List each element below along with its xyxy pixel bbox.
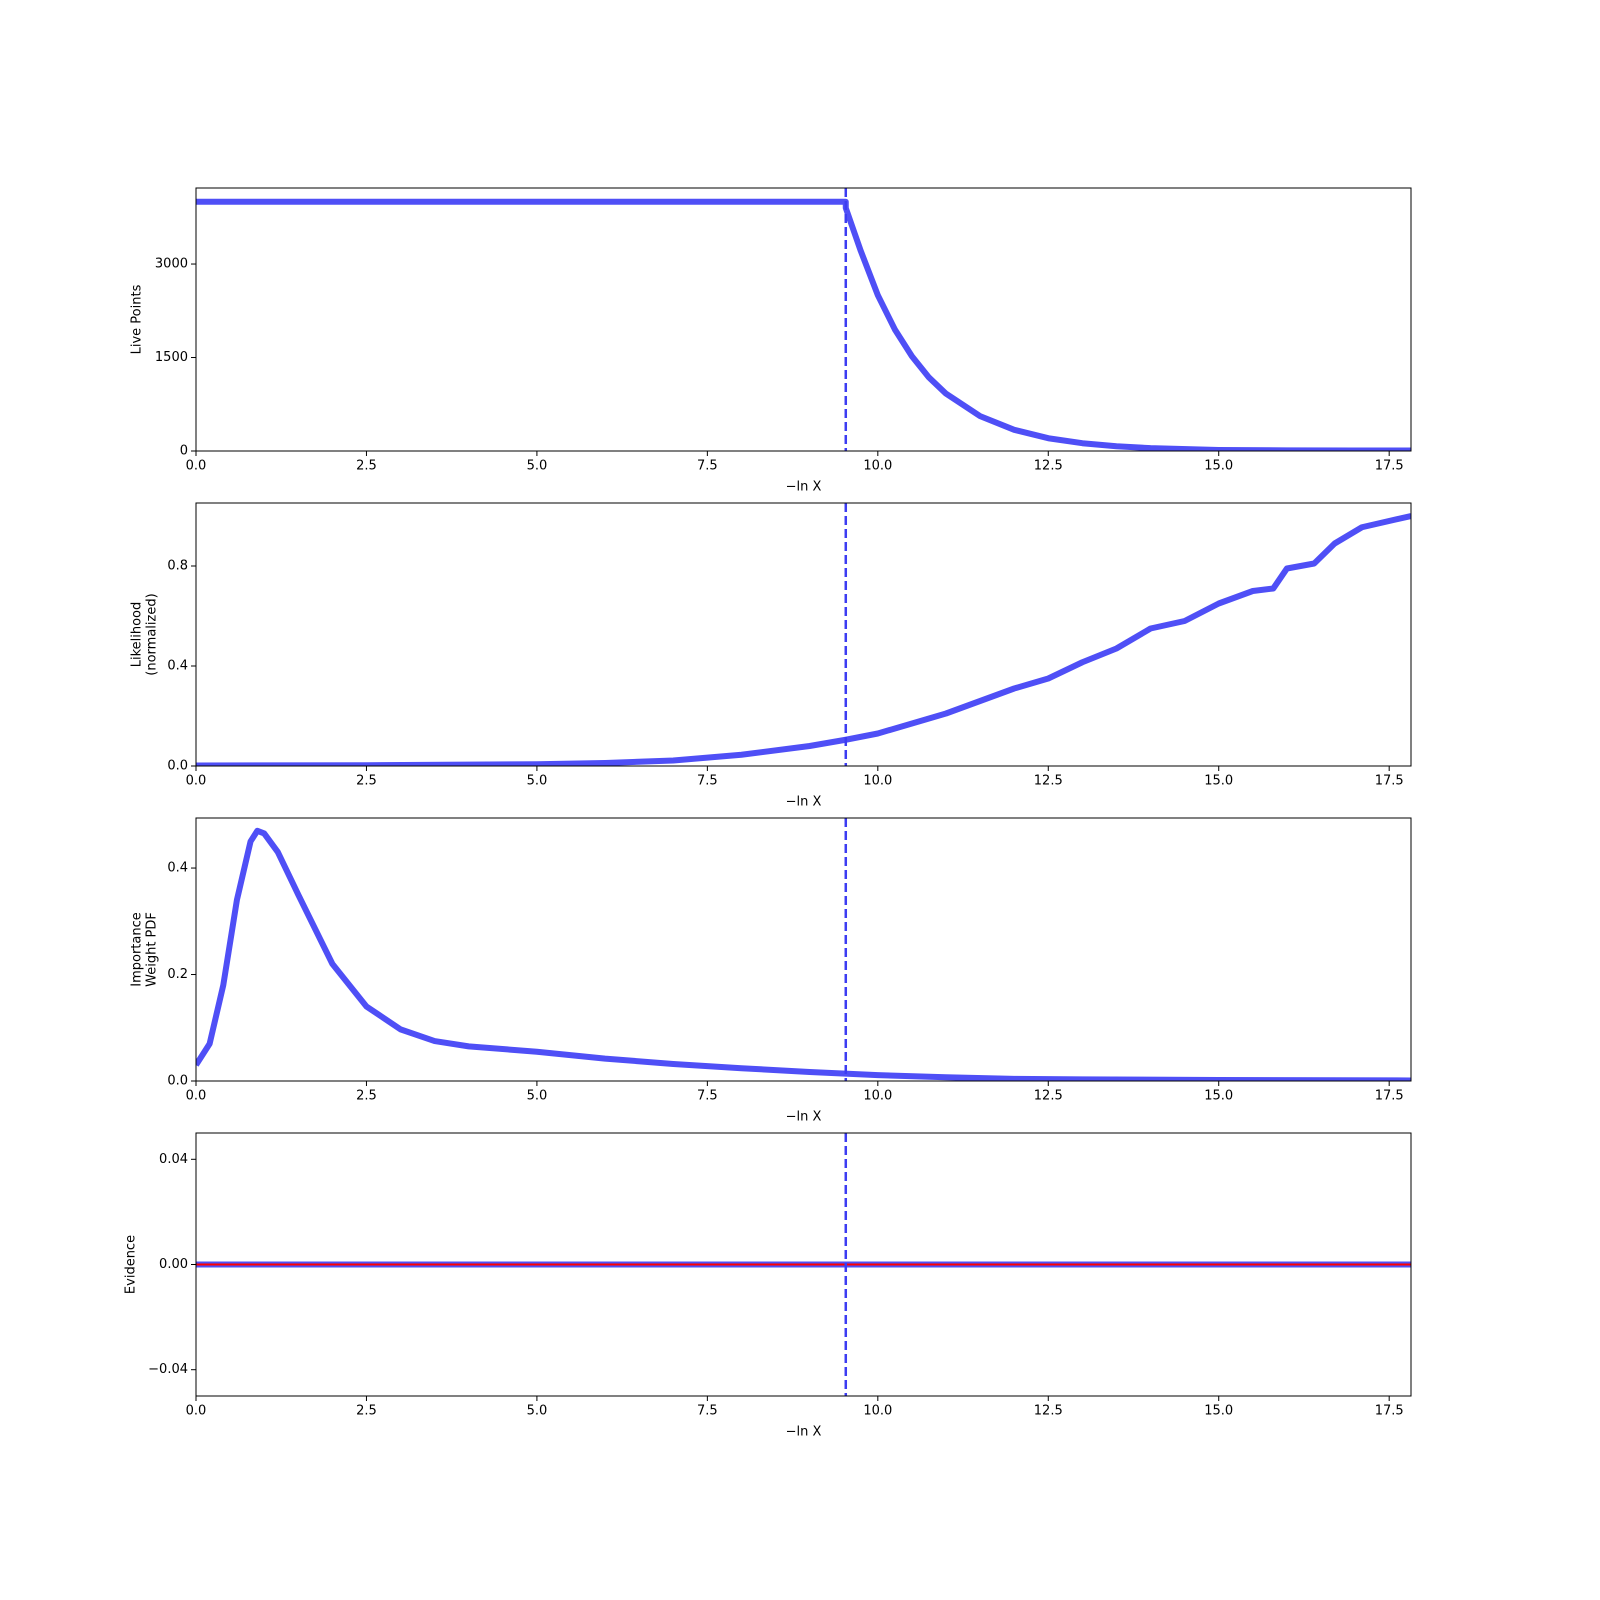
y-tick-label: 0.00 — [159, 1257, 188, 1272]
x-tick-label: 10.0 — [863, 774, 892, 789]
x-axis-label: −ln X — [786, 795, 822, 810]
x-tick-label: 12.5 — [1034, 1404, 1063, 1419]
x-tick-label: 7.5 — [697, 774, 718, 789]
x-tick-label: 5.0 — [527, 459, 548, 474]
y-axis-label: Live Points — [130, 284, 145, 354]
x-tick-label: 12.5 — [1034, 459, 1063, 474]
y-tick-label: 0.0 — [167, 1074, 188, 1089]
axes-frame — [195, 187, 1412, 452]
x-tick-label: 2.5 — [356, 1089, 377, 1104]
axes-frame — [195, 817, 1412, 1082]
y-tick-label: 0.04 — [159, 1152, 188, 1167]
x-tick-label: 2.5 — [356, 774, 377, 789]
axes-frame — [195, 502, 1412, 767]
x-tick-label: 15.0 — [1204, 1404, 1233, 1419]
y-tick-label: −0.04 — [148, 1362, 188, 1377]
plot-area — [196, 188, 1411, 451]
x-tick-label: 12.5 — [1034, 774, 1063, 789]
plot-area — [196, 818, 1411, 1081]
data-line — [196, 198, 1411, 451]
x-tick-label: 7.5 — [697, 1404, 718, 1419]
y-tick-label: 0.8 — [167, 559, 188, 574]
x-tick-label: 5.0 — [527, 774, 548, 789]
x-tick-label: 17.5 — [1375, 1404, 1404, 1419]
x-tick-label: 15.0 — [1204, 1089, 1233, 1104]
x-tick-label: 10.0 — [863, 1089, 892, 1104]
x-tick-label: 2.5 — [356, 1404, 377, 1419]
y-axis-label: Weight PDF — [145, 912, 160, 987]
y-tick-label: 1500 — [155, 350, 188, 365]
x-tick-label: 7.5 — [697, 1089, 718, 1104]
plot-area — [196, 1133, 1411, 1396]
y-axis-label: Evidence — [124, 1235, 139, 1294]
x-tick-label: 0.0 — [186, 1404, 207, 1419]
subplot: 0.0 2.5 5.0 7.5 10.0 12.5 15.0 17.5 0 1500 3000 −ln… — [130, 187, 1412, 495]
subplot: 0.0 2.5 5.0 7.5 10.0 12.5 15.0 17.5 0.0 0.2 0.4 −ln… — [130, 817, 1412, 1125]
data-line — [196, 513, 1411, 766]
y-axis-label: Importance — [130, 912, 145, 987]
x-tick-label: 0.0 — [186, 774, 207, 789]
x-tick-label: 10.0 — [863, 1404, 892, 1419]
y-tick-label: 3000 — [155, 257, 188, 272]
x-tick-label: 0.0 — [186, 1089, 207, 1104]
plot-area — [196, 503, 1411, 766]
x-axis-label: −ln X — [786, 480, 822, 495]
x-tick-label: 0.0 — [186, 459, 207, 474]
x-tick-label: 15.0 — [1204, 459, 1233, 474]
x-axis-label: −ln X — [786, 1110, 822, 1125]
data-line — [196, 827, 1411, 1081]
x-tick-label: 12.5 — [1034, 1089, 1063, 1104]
x-tick-label: 17.5 — [1375, 774, 1404, 789]
y-tick-label: 0.4 — [167, 861, 188, 876]
x-tick-label: 5.0 — [527, 1404, 548, 1419]
y-tick-label: 0.4 — [167, 659, 188, 674]
x-tick-label: 17.5 — [1375, 1089, 1404, 1104]
subplot: 0.0 2.5 5.0 7.5 10.0 12.5 15.0 17.5 0.04 0.00 −0.0… — [124, 1132, 1412, 1440]
x-tick-label: 10.0 — [863, 459, 892, 474]
y-axis-label: Likelihood — [130, 602, 145, 668]
y-axis-label: (normalized) — [145, 593, 160, 675]
x-tick-label: 2.5 — [356, 459, 377, 474]
x-tick-label: 15.0 — [1204, 774, 1233, 789]
y-tick-label: 0.0 — [167, 759, 188, 774]
x-tick-label: 17.5 — [1375, 459, 1404, 474]
subplot: 0.0 2.5 5.0 7.5 10.0 12.5 15.0 17.5 0.0 0.4 0.8 −ln… — [130, 502, 1412, 810]
x-tick-label: 7.5 — [697, 459, 718, 474]
y-tick-label: 0 — [180, 444, 188, 459]
y-tick-label: 0.2 — [167, 967, 188, 982]
x-axis-label: −ln X — [786, 1425, 822, 1440]
x-tick-label: 5.0 — [527, 1089, 548, 1104]
